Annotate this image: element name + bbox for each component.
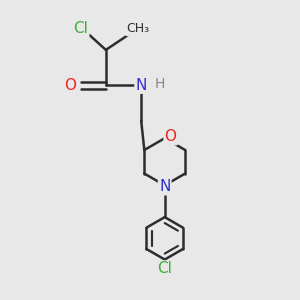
Text: H: H — [155, 77, 166, 91]
Text: N: N — [136, 78, 147, 93]
Text: Cl: Cl — [74, 21, 88, 36]
Text: CH₃: CH₃ — [127, 22, 150, 35]
Text: O: O — [64, 78, 76, 93]
Text: N: N — [159, 179, 170, 194]
Text: O: O — [165, 129, 177, 144]
Text: Cl: Cl — [157, 262, 172, 277]
